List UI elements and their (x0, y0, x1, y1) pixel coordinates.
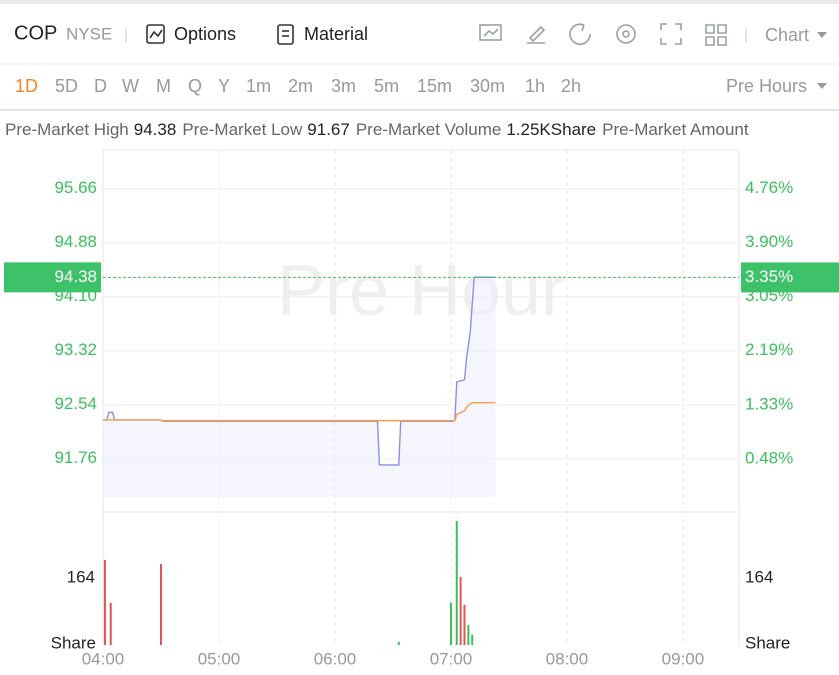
tool-icons (479, 23, 727, 46)
period-button[interactable]: D (94, 76, 107, 96)
volume-bar (103, 559, 106, 645)
period-button[interactable]: 2h (561, 76, 581, 96)
reset-icon[interactable] (569, 23, 591, 45)
indicator-icon-line (483, 28, 499, 37)
session-caret (817, 83, 827, 89)
period-button[interactable]: 5m (374, 76, 399, 96)
current-change-label: 3.35% (745, 267, 793, 286)
chart: Pre Hour 04:00 05:00 06:00 07:00 08:00 09:00 91… (4, 149, 839, 668)
current-change-tag (741, 262, 839, 293)
options-icon-line (149, 29, 163, 39)
y-tick-label: 91.76 (54, 448, 97, 467)
chart-menu-caret (817, 32, 827, 38)
options-button[interactable]: Options (146, 24, 236, 44)
y-tick-label: 94.88 (54, 232, 97, 251)
layout-icon[interactable] (705, 24, 727, 46)
x-tick-label: 09:00 (662, 649, 705, 668)
settings-icon[interactable] (616, 24, 636, 44)
volume-bar (467, 624, 470, 645)
watermark: Pre Hour (277, 251, 565, 331)
stat-label: Pre-Market Amount (602, 120, 749, 139)
volume-bar (449, 602, 452, 645)
session-menu[interactable]: Pre Hours (726, 76, 807, 96)
period-button[interactable]: 15m (417, 76, 452, 96)
volume-bar (159, 563, 162, 645)
volume-bar (397, 641, 400, 645)
x-tick-label: 07:00 (430, 649, 473, 668)
period-bar: 1D 5D D W M Q Y 1m 2m 3m 5m 15m 30m 1h 2h (15, 76, 581, 96)
period-button[interactable]: 3m (331, 76, 356, 96)
period-button[interactable]: 1D (15, 76, 38, 96)
material-icon (277, 24, 294, 45)
period-button[interactable]: 5D (55, 76, 78, 96)
y2-tick-label: 3.90% (745, 232, 793, 251)
y-tick-label: 92.54 (54, 394, 97, 413)
period-button[interactable]: 1h (525, 76, 545, 96)
x-tick-label: 08:00 (546, 649, 589, 668)
volume-bar (455, 521, 458, 645)
indicator-icon[interactable] (479, 24, 502, 41)
volume-bar (109, 602, 112, 645)
volume-bar (471, 634, 474, 645)
settings-icon-center (622, 30, 630, 38)
stat-label: Pre-Market High (5, 120, 129, 139)
x-tick-label: 04:00 (82, 649, 125, 668)
y-tick-label: 95.66 (54, 178, 97, 197)
period-button[interactable]: 1m (246, 76, 271, 96)
y-tick-label: 93.32 (54, 340, 97, 359)
volume-bar (463, 604, 466, 645)
draw-icon[interactable] (527, 25, 546, 44)
exchange: NYSE (66, 24, 112, 43)
volume-unit: Share (51, 633, 96, 652)
x-tick-label: 05:00 (198, 649, 241, 668)
options-icon (146, 24, 165, 44)
stat-label: Pre-Market Low (182, 120, 303, 139)
period-button[interactable]: Y (218, 76, 230, 96)
symbol: COP (14, 22, 57, 44)
stat-label: Pre-Market Volume (356, 120, 502, 139)
current-price-tag (4, 262, 101, 293)
y2-tick-label: 2.19% (745, 340, 793, 359)
volume-tick-label: 164 (745, 567, 773, 586)
material-button[interactable]: Material (277, 24, 368, 45)
y2-tick-label: 1.33% (745, 395, 793, 414)
line-average (103, 401, 496, 422)
stats-line: Pre-Market High 94.38 Pre-Market Low 91.67 P… (5, 120, 749, 139)
volume-unit: Share (745, 633, 790, 652)
chart-menu[interactable]: Chart (765, 25, 809, 45)
line-price (103, 276, 496, 466)
stat-value: 91.67 (307, 120, 350, 139)
current-price-label: 94.38 (54, 267, 97, 286)
y2-tick-label: 0.48% (745, 448, 793, 467)
y2-tick-label: 4.76% (745, 178, 793, 197)
stat-value: 94.38 (134, 120, 177, 139)
top-border (0, 0, 839, 4)
stat-value: 1.25KShare (506, 120, 596, 139)
volume-tick-label: 164 (67, 567, 95, 586)
price-area (103, 277, 496, 497)
x-tick-label: 06:00 (314, 649, 357, 668)
material-label[interactable]: Material (304, 24, 368, 44)
volume-bar (459, 577, 462, 645)
options-label[interactable]: Options (174, 24, 236, 44)
period-button[interactable]: W (122, 76, 139, 96)
fullscreen-icon[interactable] (660, 23, 682, 45)
period-button[interactable]: Q (188, 76, 202, 96)
period-button[interactable]: 30m (470, 76, 505, 96)
period-button[interactable]: 2m (288, 76, 313, 96)
period-button[interactable]: M (156, 76, 171, 96)
